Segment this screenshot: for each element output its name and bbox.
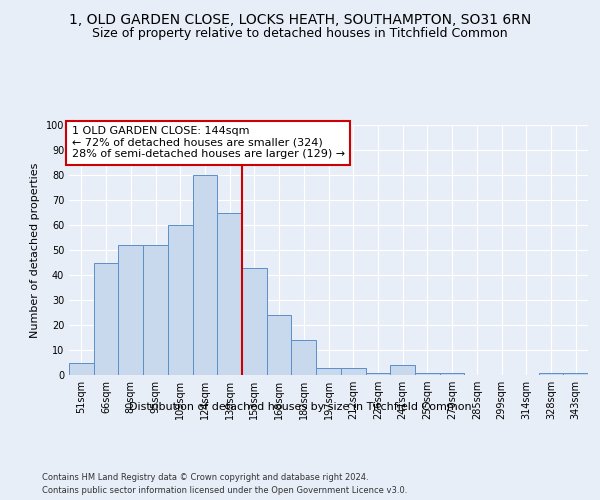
Bar bbox=[242, 268, 267, 375]
Bar bbox=[292, 340, 316, 375]
Text: Distribution of detached houses by size in Titchfield Common: Distribution of detached houses by size … bbox=[128, 402, 472, 412]
Bar bbox=[193, 175, 217, 375]
Bar bbox=[563, 372, 588, 375]
Text: 1, OLD GARDEN CLOSE, LOCKS HEATH, SOUTHAMPTON, SO31 6RN: 1, OLD GARDEN CLOSE, LOCKS HEATH, SOUTHA… bbox=[69, 12, 531, 26]
Bar bbox=[168, 225, 193, 375]
Bar bbox=[365, 372, 390, 375]
Bar bbox=[94, 262, 118, 375]
Text: 1 OLD GARDEN CLOSE: 144sqm
← 72% of detached houses are smaller (324)
28% of sem: 1 OLD GARDEN CLOSE: 144sqm ← 72% of deta… bbox=[71, 126, 345, 160]
Bar bbox=[390, 365, 415, 375]
Text: Contains public sector information licensed under the Open Government Licence v3: Contains public sector information licen… bbox=[42, 486, 407, 495]
Y-axis label: Number of detached properties: Number of detached properties bbox=[30, 162, 40, 338]
Text: Size of property relative to detached houses in Titchfield Common: Size of property relative to detached ho… bbox=[92, 28, 508, 40]
Bar bbox=[341, 368, 365, 375]
Bar bbox=[440, 372, 464, 375]
Bar bbox=[217, 212, 242, 375]
Bar bbox=[316, 368, 341, 375]
Bar bbox=[415, 372, 440, 375]
Bar bbox=[118, 245, 143, 375]
Bar bbox=[267, 315, 292, 375]
Text: Contains HM Land Registry data © Crown copyright and database right 2024.: Contains HM Land Registry data © Crown c… bbox=[42, 472, 368, 482]
Bar bbox=[539, 372, 563, 375]
Bar bbox=[143, 245, 168, 375]
Bar bbox=[69, 362, 94, 375]
